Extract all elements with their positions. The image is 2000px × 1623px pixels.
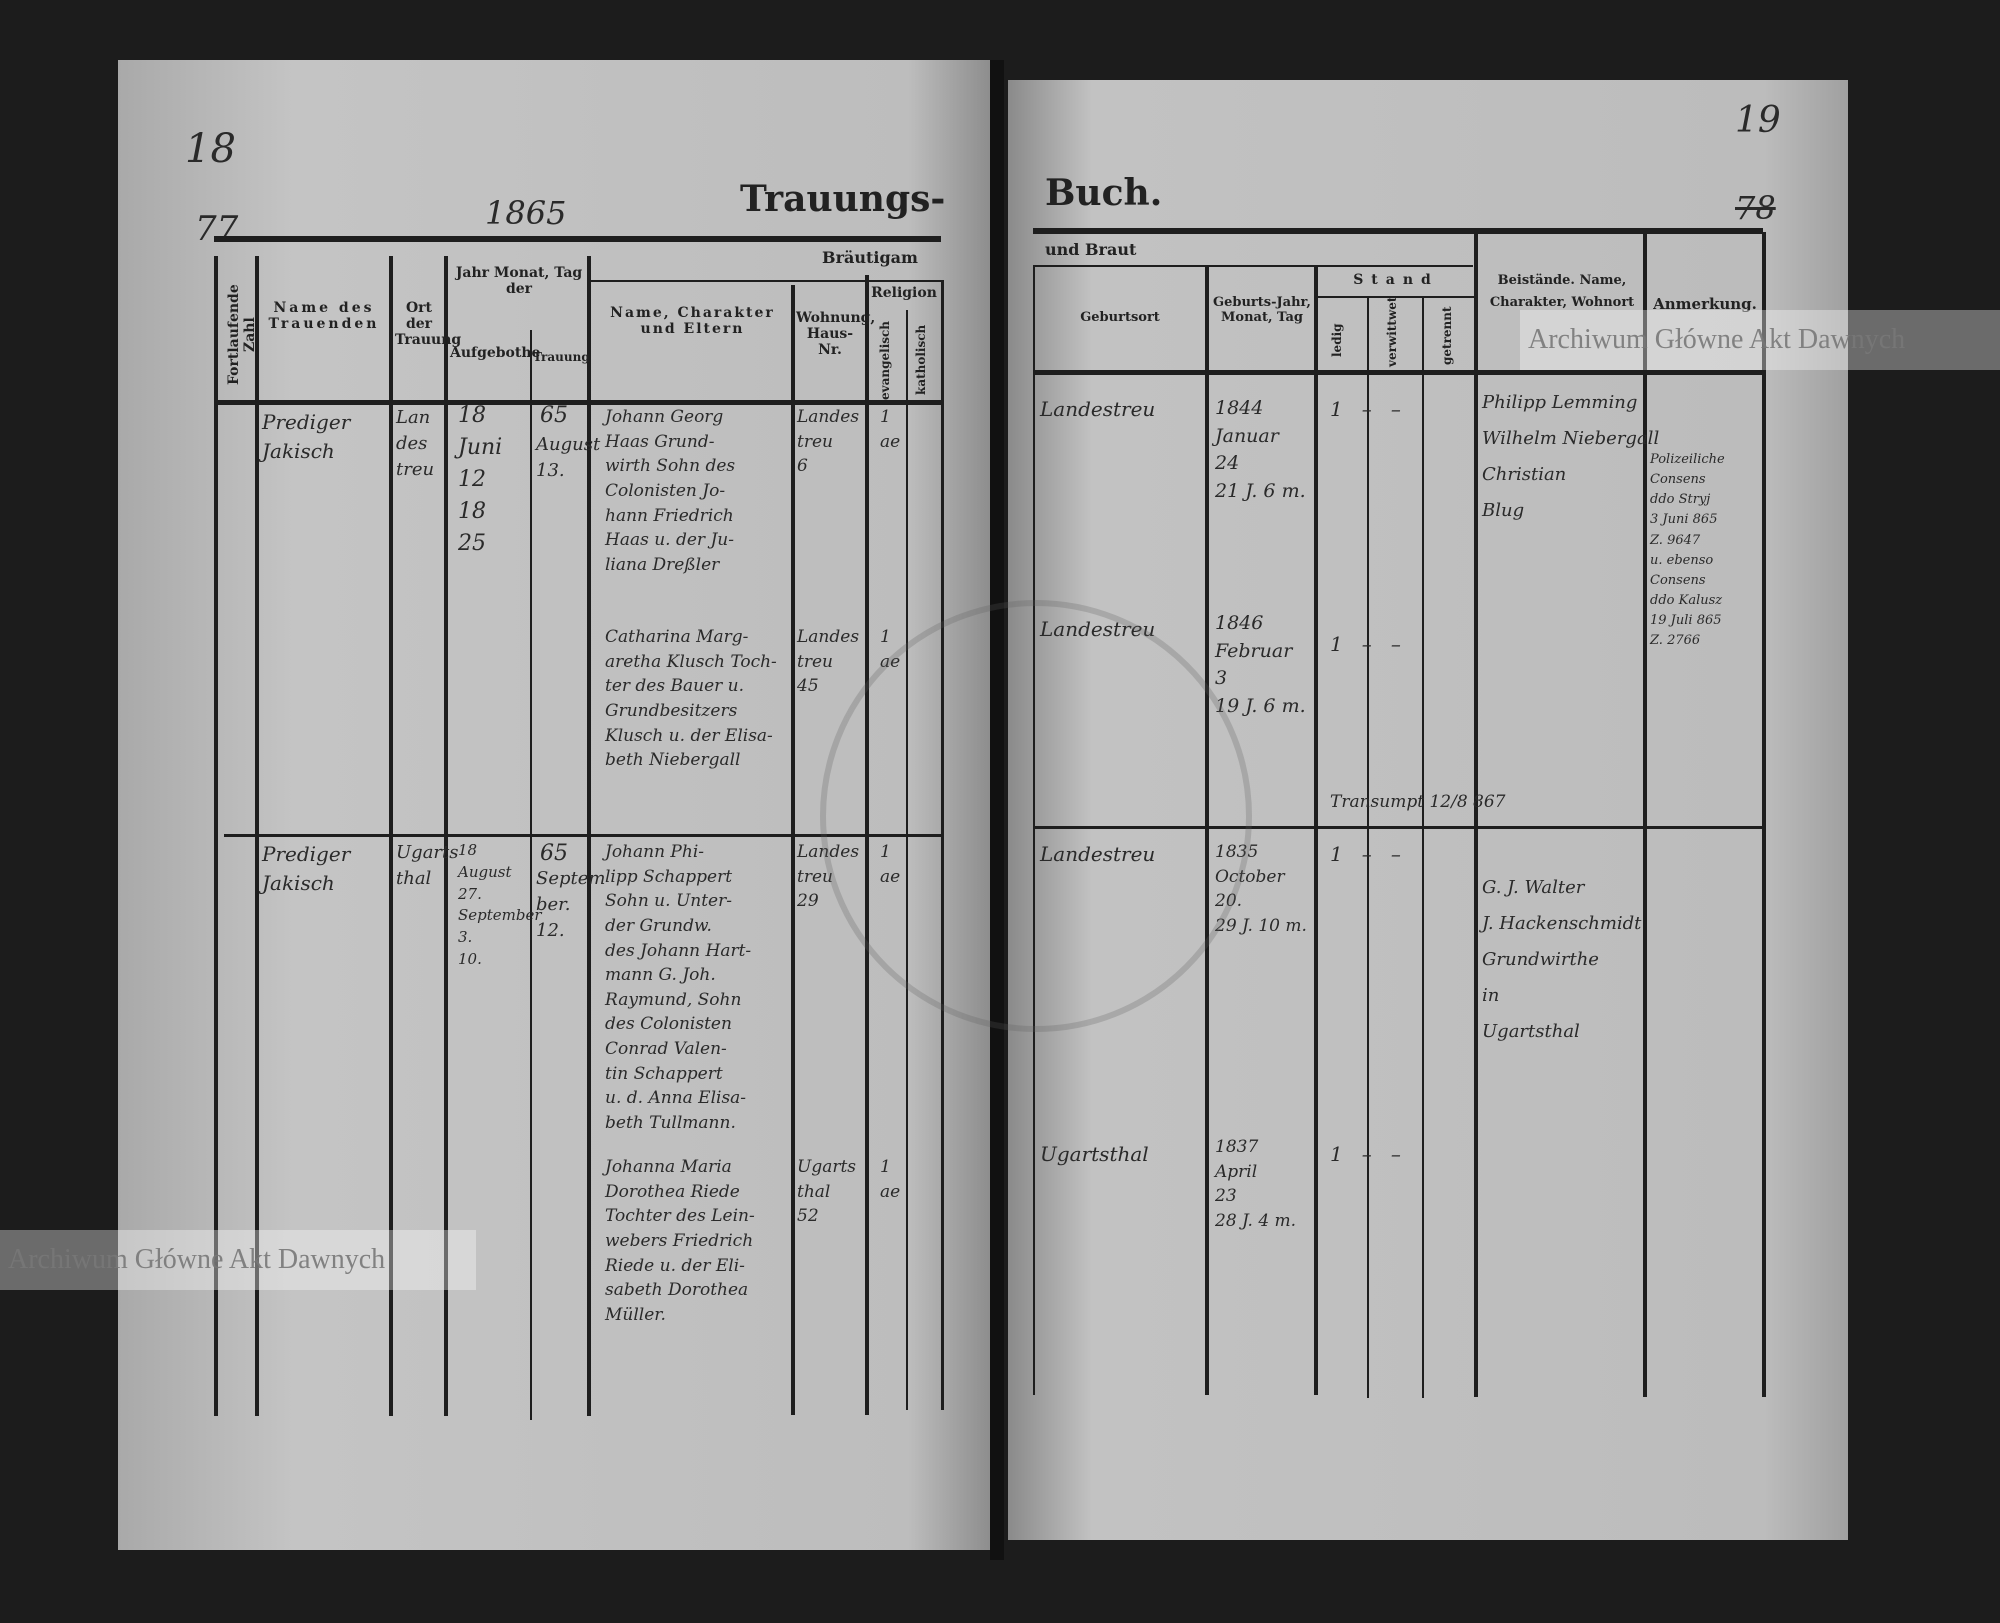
- entry-2-groom-status: 1 – –: [1330, 842, 1401, 866]
- entry-1-officiant: Prediger Jakisch: [262, 410, 351, 463]
- table-top-rule-right: [1033, 228, 1763, 234]
- entry-2-banns: 18 August 27. September 3. 10.: [458, 841, 542, 968]
- header-bride: und Braut: [1045, 240, 1137, 259]
- column-rule: [1474, 232, 1478, 1397]
- header-birthplace: Geburtsort: [1080, 310, 1160, 325]
- entry-2-bride-birthplace: Ugartsthal: [1040, 1142, 1149, 1166]
- entry-2-witnesses: G. J. Walter J. Hackenschmidt Grundwirth…: [1482, 877, 1642, 1042]
- entry-1-place: Lan des treu: [396, 407, 435, 481]
- header-remarks: Anmerkung.: [1653, 295, 1757, 313]
- entry-2-groom: Johann Phi- lipp Schappert Sohn u. Unter…: [605, 842, 752, 1134]
- entry-1-groom-birth: 1844 Januar 24 21 J. 6 m.: [1215, 397, 1306, 502]
- entry-1-remarks: Polizeiliche Consens ddo Stryj 3 Juni 86…: [1650, 452, 1725, 649]
- column-rule: [530, 330, 532, 1420]
- entry-2-wedding: Septem ber. 12.: [536, 868, 606, 942]
- entry-1-groom: Johann Georg Haas Grund- wirth Sohn des …: [605, 407, 736, 575]
- entry-1-bride: Catharina Marg- aretha Klusch Toch- ter …: [605, 627, 777, 771]
- entry-1-banns: 18 Juni 12 18 25: [458, 403, 503, 556]
- header-groom: Bräutigam: [822, 248, 918, 267]
- entry-1-groom-status: 1 – –: [1330, 397, 1401, 421]
- table-top-rule: [214, 236, 941, 242]
- entry-2-bride-status: 1 – –: [1330, 1142, 1401, 1166]
- entry-2-bride-birth: 1837 April 23 28 J. 4 m.: [1215, 1137, 1297, 1231]
- entry-1-year: 65: [540, 403, 568, 428]
- header-evangelical: evangelisch: [878, 320, 892, 400]
- column-rule: [791, 285, 795, 1415]
- column-rule: [389, 256, 393, 1416]
- header-separated: getrennt: [1440, 306, 1454, 366]
- header-name-parents: Name, Charakter und Eltern: [610, 305, 775, 337]
- column-rule: [1643, 232, 1647, 1397]
- header-place: Ort der Trauung: [395, 300, 462, 348]
- entry-2-place: Ugarts thal: [396, 842, 459, 890]
- watermark-left: Archiwum Główne Akt Dawnych: [0, 1230, 476, 1290]
- entry-1-witnesses: Philipp Lemming Wilhelm Niebergall Chris…: [1482, 392, 1660, 521]
- column-rule: [1367, 298, 1369, 1398]
- header-birth-date: Geburts-Jahr, Monat, Tag: [1213, 295, 1311, 325]
- archive-seal-watermark: [820, 600, 1252, 1032]
- entry-1-bride-birth: 1846 Februar 3 19 J. 6 m.: [1215, 612, 1306, 717]
- header-names: Name des Trauenden: [268, 300, 380, 332]
- title-left: Trauungs-: [740, 178, 946, 220]
- row-separator-right: [1033, 826, 1763, 829]
- entry-1-groom-birthplace: Landestreu: [1040, 397, 1156, 421]
- entry-2-bride-religion: 1 ae: [880, 1157, 901, 1202]
- header-date: Jahr Monat, Tag der: [455, 265, 583, 297]
- column-rule: [587, 256, 591, 1416]
- title-right: Buch.: [1045, 172, 1163, 214]
- bride-rule: [1033, 265, 1473, 267]
- entry-2-bride-residence: Ugarts thal 52: [797, 1157, 857, 1227]
- column-rule: [1314, 265, 1318, 1395]
- column-rule: [1422, 298, 1424, 1398]
- entry-1-note: Transumpt 12/8 867: [1330, 792, 1506, 812]
- table-left-border: [214, 256, 218, 1416]
- groom-rule: [587, 280, 941, 282]
- year-heading: 1865: [485, 194, 567, 232]
- column-rule: [444, 256, 448, 1416]
- header-wedding: Trauung: [533, 350, 590, 364]
- entry-mark-right: 78: [1735, 189, 1776, 227]
- header-single: ledig: [1330, 323, 1344, 357]
- entry-1-bride-residence: Landes treu 45: [797, 627, 860, 697]
- header-banns: Aufgebothe: [450, 345, 541, 361]
- entry-1-wedding: August 13.: [536, 434, 601, 482]
- entry-1-bride-status: 1 – –: [1330, 632, 1401, 656]
- header-witnesses: Beistände. Name, Charakter, Wohnort: [1489, 273, 1635, 311]
- entry-2-bride: Johanna Maria Dorothea Riede Tochter des…: [605, 1157, 755, 1325]
- entry-2-year: 65: [540, 841, 568, 866]
- header-widowed: verwittwet: [1385, 296, 1399, 367]
- header-catholic: katholisch: [914, 324, 928, 396]
- header-bottom-rule: [214, 400, 941, 405]
- header-residence: Wohnung, Haus-Nr.: [796, 310, 876, 358]
- status-rule: [1314, 296, 1474, 298]
- column-rule: [255, 256, 259, 1416]
- header-bottom-rule-right: [1033, 370, 1763, 375]
- entry-1-groom-residence: Landes treu 6: [797, 407, 860, 477]
- entry-1-groom-religion: 1 ae: [880, 407, 901, 452]
- header-serial: Fortlaufende Zahl: [226, 284, 258, 386]
- row-separator: [224, 834, 941, 837]
- page-number-right: 19: [1735, 100, 1781, 141]
- column-rule: [1762, 232, 1766, 1397]
- entry-2-officiant: Prediger Jakisch: [262, 842, 351, 895]
- header-religion: Religion: [871, 285, 937, 301]
- page-number-left: 18: [185, 126, 236, 172]
- watermark-right: Archiwum Główne Akt Dawnych: [1520, 310, 2000, 370]
- entry-mark-left: 77: [195, 209, 239, 249]
- header-status: Stand: [1353, 272, 1439, 288]
